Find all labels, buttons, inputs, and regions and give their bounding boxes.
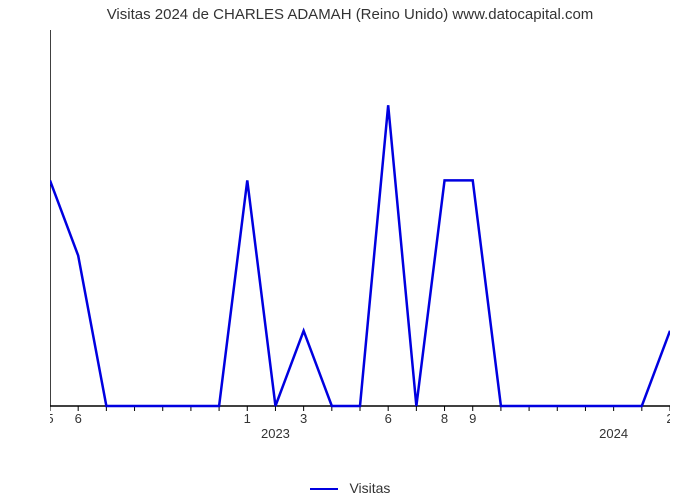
legend: Visitas bbox=[0, 480, 700, 496]
chart-container: Visitas 2024 de CHARLES ADAMAH (Reino Un… bbox=[0, 0, 700, 500]
data-line bbox=[50, 105, 670, 406]
line-chart: 012345 56136892 20232024 bbox=[50, 30, 670, 440]
legend-swatch bbox=[310, 488, 338, 490]
legend-label: Visitas bbox=[349, 480, 390, 496]
svg-text:6: 6 bbox=[385, 411, 392, 426]
svg-text:5: 5 bbox=[50, 411, 54, 426]
svg-text:8: 8 bbox=[441, 411, 448, 426]
svg-text:2023: 2023 bbox=[261, 426, 290, 440]
svg-text:2: 2 bbox=[666, 411, 670, 426]
svg-text:3: 3 bbox=[300, 411, 307, 426]
svg-text:9: 9 bbox=[469, 411, 476, 426]
svg-text:6: 6 bbox=[75, 411, 82, 426]
svg-text:1: 1 bbox=[244, 411, 251, 426]
chart-title: Visitas 2024 de CHARLES ADAMAH (Reino Un… bbox=[0, 6, 700, 23]
svg-text:2024: 2024 bbox=[599, 426, 628, 440]
